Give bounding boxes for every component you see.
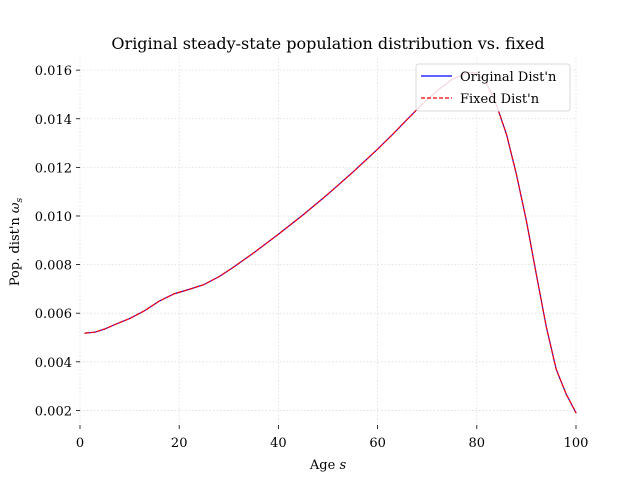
y-axis: 0.002 0.004 0.006 0.008 0.010 0.012 0.014 0.016 [35, 64, 80, 419]
series-line-fixed [84, 71, 577, 414]
series-layer [84, 71, 577, 414]
x-tick-label: 20 [171, 436, 188, 451]
x-tick-label: 80 [469, 436, 486, 451]
x-axis: 0 20 40 60 80 100 [76, 425, 589, 451]
y-tick-label: 0.016 [35, 64, 72, 79]
x-axis-label: Age s [309, 458, 347, 473]
legend-label-original: Original Dist'n [460, 70, 557, 85]
y-tick-label: 0.006 [35, 307, 72, 322]
y-tick-label: 0.004 [35, 356, 72, 371]
legend-box [415, 63, 571, 112]
x-tick-label: 40 [270, 436, 287, 451]
y-tick-label: 0.002 [35, 404, 72, 419]
x-tick-label: 100 [564, 436, 589, 451]
y-tick-label: 0.012 [35, 161, 72, 176]
x-tick-label: 0 [76, 436, 84, 451]
y-tick-label: 0.010 [35, 210, 72, 225]
chart-title: Original steady-state population distrib… [111, 34, 544, 53]
y-tick-label: 0.014 [35, 113, 72, 128]
x-tick-label: 60 [369, 436, 386, 451]
legend: Original Dist'n Fixed Dist'n [415, 63, 571, 112]
y-tick-label: 0.008 [35, 259, 72, 274]
legend-label-fixed: Fixed Dist'n [460, 92, 540, 107]
grid [79, 58, 577, 425]
y-axis-label: Pop. dist'n ωs [8, 197, 25, 286]
